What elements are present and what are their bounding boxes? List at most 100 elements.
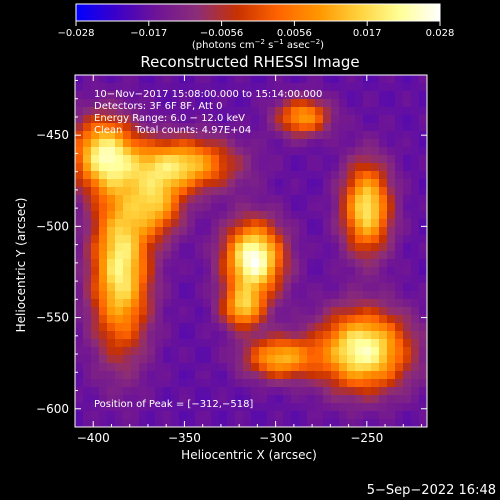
heatmap-cell: [107, 299, 116, 308]
heatmap-cell: [371, 355, 380, 364]
heatmap-cell: [187, 219, 196, 228]
heatmap-cell: [99, 371, 108, 380]
heatmap-cell: [83, 315, 92, 324]
heatmap-cell: [259, 275, 268, 284]
heatmap-cell: [347, 211, 356, 220]
heatmap-cell: [283, 315, 292, 324]
heatmap-cell: [347, 347, 356, 356]
heatmap-cell: [171, 331, 180, 340]
heatmap-cell: [147, 299, 156, 308]
heatmap-cell: [379, 283, 388, 292]
heatmap-cell: [171, 219, 180, 228]
heatmap-cell: [323, 283, 332, 292]
heatmap-cell: [107, 187, 116, 196]
heatmap-cell: [419, 291, 428, 300]
heatmap-cell: [219, 83, 228, 92]
heatmap-cell: [355, 331, 364, 340]
heatmap-cell: [147, 283, 156, 292]
heatmap-cell: [323, 363, 332, 372]
heatmap-cell: [355, 323, 364, 332]
heatmap-cell: [331, 363, 340, 372]
heatmap-cell: [315, 275, 324, 284]
heatmap-cell: [355, 171, 364, 180]
heatmap-cell: [251, 363, 260, 372]
heatmap-cell: [403, 227, 412, 236]
heatmap-cell: [283, 299, 292, 308]
y-tick-label: −450: [36, 128, 69, 142]
heatmap-cell: [195, 379, 204, 388]
heatmap-cell: [235, 403, 244, 412]
heatmap-cell: [251, 179, 260, 188]
heatmap-cell: [83, 363, 92, 372]
heatmap-cell: [75, 411, 84, 420]
heatmap-cell: [379, 371, 388, 380]
heatmap-cell: [187, 363, 196, 372]
heatmap-cell: [243, 291, 252, 300]
heatmap-cell: [363, 155, 372, 164]
heatmap-cell: [355, 315, 364, 324]
heatmap-cell: [259, 291, 268, 300]
heatmap-cell: [251, 123, 260, 132]
heatmap-cell: [219, 267, 228, 276]
heatmap-cell: [355, 123, 364, 132]
heatmap-cell: [195, 307, 204, 316]
heatmap-cell: [315, 251, 324, 260]
heatmap-cell: [123, 203, 132, 212]
heatmap-cell: [211, 379, 220, 388]
heatmap-cell: [275, 315, 284, 324]
heatmap-cell: [155, 163, 164, 172]
heatmap-cell: [139, 83, 148, 92]
heatmap-cell: [283, 387, 292, 396]
heatmap-cell: [291, 267, 300, 276]
heatmap-cell: [131, 315, 140, 324]
heatmap-cell: [259, 363, 268, 372]
heatmap-cell: [139, 323, 148, 332]
heatmap-cell: [163, 187, 172, 196]
heatmap-cell: [75, 139, 84, 148]
heatmap-cell: [251, 203, 260, 212]
heatmap-cell: [379, 275, 388, 284]
heatmap-cell: [419, 371, 428, 380]
heatmap-cell: [299, 403, 308, 412]
heatmap-cell: [75, 195, 84, 204]
heatmap-cell: [147, 147, 156, 156]
heatmap-cell: [403, 251, 412, 260]
heatmap-cell: [163, 219, 172, 228]
heatmap-cell: [227, 251, 236, 260]
heatmap-cell: [267, 299, 276, 308]
heatmap-cell: [187, 155, 196, 164]
heatmap-cell: [179, 315, 188, 324]
heatmap-cell: [403, 139, 412, 148]
heatmap-cell: [347, 363, 356, 372]
heatmap-cell: [419, 235, 428, 244]
heatmap-cell: [339, 323, 348, 332]
heatmap-cell: [243, 275, 252, 284]
heatmap-cell: [299, 243, 308, 252]
heatmap-cell: [147, 275, 156, 284]
heatmap-cell: [171, 411, 180, 420]
heatmap-cell: [187, 139, 196, 148]
heatmap-cell: [155, 219, 164, 228]
heatmap-cell: [403, 339, 412, 348]
heatmap-cell: [323, 259, 332, 268]
heatmap-cell: [155, 379, 164, 388]
heatmap-cell: [307, 203, 316, 212]
heatmap-cell: [187, 379, 196, 388]
heatmap-cell: [227, 283, 236, 292]
heatmap-cell: [411, 115, 420, 124]
heatmap-cell: [371, 83, 380, 92]
heatmap-cell: [243, 363, 252, 372]
heatmap-cell: [219, 163, 228, 172]
heatmap-cell: [99, 291, 108, 300]
heatmap-cell: [331, 403, 340, 412]
heatmap-cell: [227, 267, 236, 276]
heatmap-cell: [291, 419, 300, 428]
heatmap-cell: [243, 227, 252, 236]
y-tick-label: −550: [36, 311, 69, 325]
heatmap-cell: [235, 83, 244, 92]
heatmap-cell: [187, 411, 196, 420]
heatmap-cell: [283, 243, 292, 252]
heatmap-cell: [339, 379, 348, 388]
heatmap-cell: [171, 227, 180, 236]
heatmap-cell: [283, 211, 292, 220]
